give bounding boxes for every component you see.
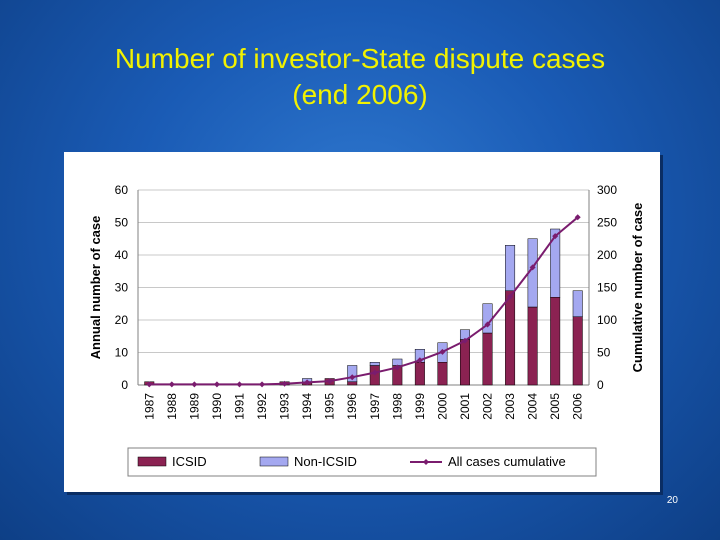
x-tick-label: 1987 [142, 393, 156, 420]
y-tick-label: 20 [115, 313, 129, 327]
axes: 0 10 20 30 40 50 60 0 50 100 150 200 250 300 Annual nu… [88, 183, 645, 420]
cumulative-point [168, 381, 175, 388]
legend-swatch-icsid [137, 456, 167, 467]
cumulative-point [213, 381, 220, 388]
cumulative-point [259, 381, 266, 388]
x-tick-label: 2000 [435, 393, 449, 420]
legend-label-icsid: ICSID [172, 454, 207, 469]
cumulative-line [149, 216, 579, 386]
legend-label-non-icsid: Non-ICSID [294, 454, 357, 469]
y2-tick-label: 0 [597, 378, 604, 392]
page-number: 20 [666, 495, 678, 506]
bar-icsid [437, 362, 448, 386]
x-tick-label: 1993 [278, 393, 292, 420]
bar-non-icsid [482, 303, 493, 334]
slide-title: Number of investor-State dispute cases (… [0, 41, 720, 113]
cumulative-point [416, 357, 423, 364]
x-tick-label: 1991 [232, 393, 246, 420]
x-tick-label: 1996 [345, 393, 359, 420]
y-tick-label: 10 [115, 346, 129, 360]
x-tick-label: 1999 [413, 393, 427, 420]
bar-icsid [550, 297, 561, 386]
legend-swatch-non-icsid [259, 456, 289, 467]
cumulative-point [529, 264, 536, 271]
cumulative-point [146, 381, 153, 388]
y2-tick-label: 300 [597, 183, 617, 197]
legend-box [127, 447, 597, 477]
y2-tick-label: 100 [597, 313, 617, 327]
cumulative-point [304, 379, 311, 386]
x-tick-label: 2005 [548, 393, 562, 420]
x-tick-label: 1989 [187, 393, 201, 420]
cumulative-point [439, 348, 446, 355]
chart-frame: 0 10 20 30 40 50 60 0 50 100 150 200 250 300 Annual nu… [64, 152, 660, 492]
bar-series [144, 228, 583, 386]
y2-tick-label: 250 [597, 216, 617, 230]
bar-non-icsid [505, 245, 516, 291]
cumulative-point [461, 337, 468, 344]
cumulative-point [236, 381, 243, 388]
cumulative-point [507, 293, 514, 300]
y2-tick-label: 200 [597, 248, 617, 262]
cumulative-point [394, 364, 401, 371]
gridlines [138, 189, 589, 386]
y-tick-label: 0 [121, 378, 128, 392]
cumulative-point [552, 233, 559, 240]
bar-icsid [347, 381, 358, 386]
x-tick-label: 2004 [526, 393, 540, 420]
legend-label-cumulative: All cases cumulative [448, 454, 566, 469]
cumulative-point [349, 374, 356, 381]
bar-icsid [482, 332, 493, 386]
bar-non-icsid [347, 365, 358, 382]
y2-tick-label: 50 [597, 346, 611, 360]
x-tick-label: 2001 [458, 393, 472, 420]
x-tick-label: 2002 [481, 393, 495, 420]
cumulative-point [574, 214, 581, 221]
bar-icsid [527, 306, 538, 386]
bar-icsid [459, 339, 470, 386]
bar-non-icsid [369, 362, 380, 366]
cumulative-point [371, 369, 378, 376]
y-tick-label: 50 [115, 216, 129, 230]
line-series [146, 214, 581, 388]
x-tick-label: 2003 [503, 393, 517, 420]
x-tick-label: 1997 [368, 393, 382, 420]
cumulative-point [281, 380, 288, 387]
slide-title-line-2: (end 2006) [292, 78, 428, 110]
y-tick-label: 40 [115, 248, 129, 262]
x-tick-label: 1995 [323, 393, 337, 420]
bar-icsid [414, 362, 425, 386]
x-tick-label: 2006 [571, 393, 585, 420]
cumulative-point [326, 378, 333, 385]
y2-axis-title: Cumulative number of case [630, 203, 645, 373]
y-tick-label: 30 [115, 281, 129, 295]
x-tick-label: 1992 [255, 393, 269, 420]
cumulative-point [484, 321, 491, 328]
bar-non-icsid [550, 228, 561, 298]
y-tick-label: 60 [115, 183, 129, 197]
x-tick-label: 1990 [210, 393, 224, 420]
bar-icsid [505, 290, 516, 386]
bar-icsid [572, 316, 583, 386]
y2-tick-label: 150 [597, 281, 617, 295]
legend: ICSID Non-ICSID All cases cumulative [127, 447, 597, 477]
x-tick-label: 1998 [390, 393, 404, 420]
combo-chart: 0 10 20 30 40 50 60 0 50 100 150 200 250 300 Annual nu… [88, 183, 645, 477]
y-axis-title: Annual number of case [88, 216, 103, 360]
slide-title-line-1: Number of investor-State dispute cases [114, 42, 606, 74]
legend-marker-cumulative [423, 459, 429, 465]
x-tick-label: 1994 [300, 393, 314, 420]
cumulative-point [191, 381, 198, 388]
x-tick-label: 1988 [165, 393, 179, 420]
bar-non-icsid [572, 290, 583, 317]
